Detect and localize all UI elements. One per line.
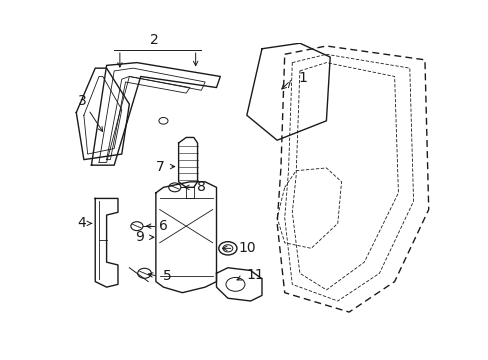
Text: 3: 3 (78, 94, 86, 108)
Text: 1: 1 (297, 71, 306, 85)
Text: 11: 11 (246, 269, 264, 283)
Text: 6: 6 (159, 219, 167, 233)
Text: 7: 7 (155, 159, 164, 174)
Text: 8: 8 (196, 180, 205, 194)
Text: 5: 5 (163, 269, 171, 283)
Text: 9: 9 (135, 230, 143, 244)
Text: 2: 2 (149, 33, 158, 48)
Text: 10: 10 (238, 241, 256, 255)
Text: 4: 4 (78, 216, 86, 230)
